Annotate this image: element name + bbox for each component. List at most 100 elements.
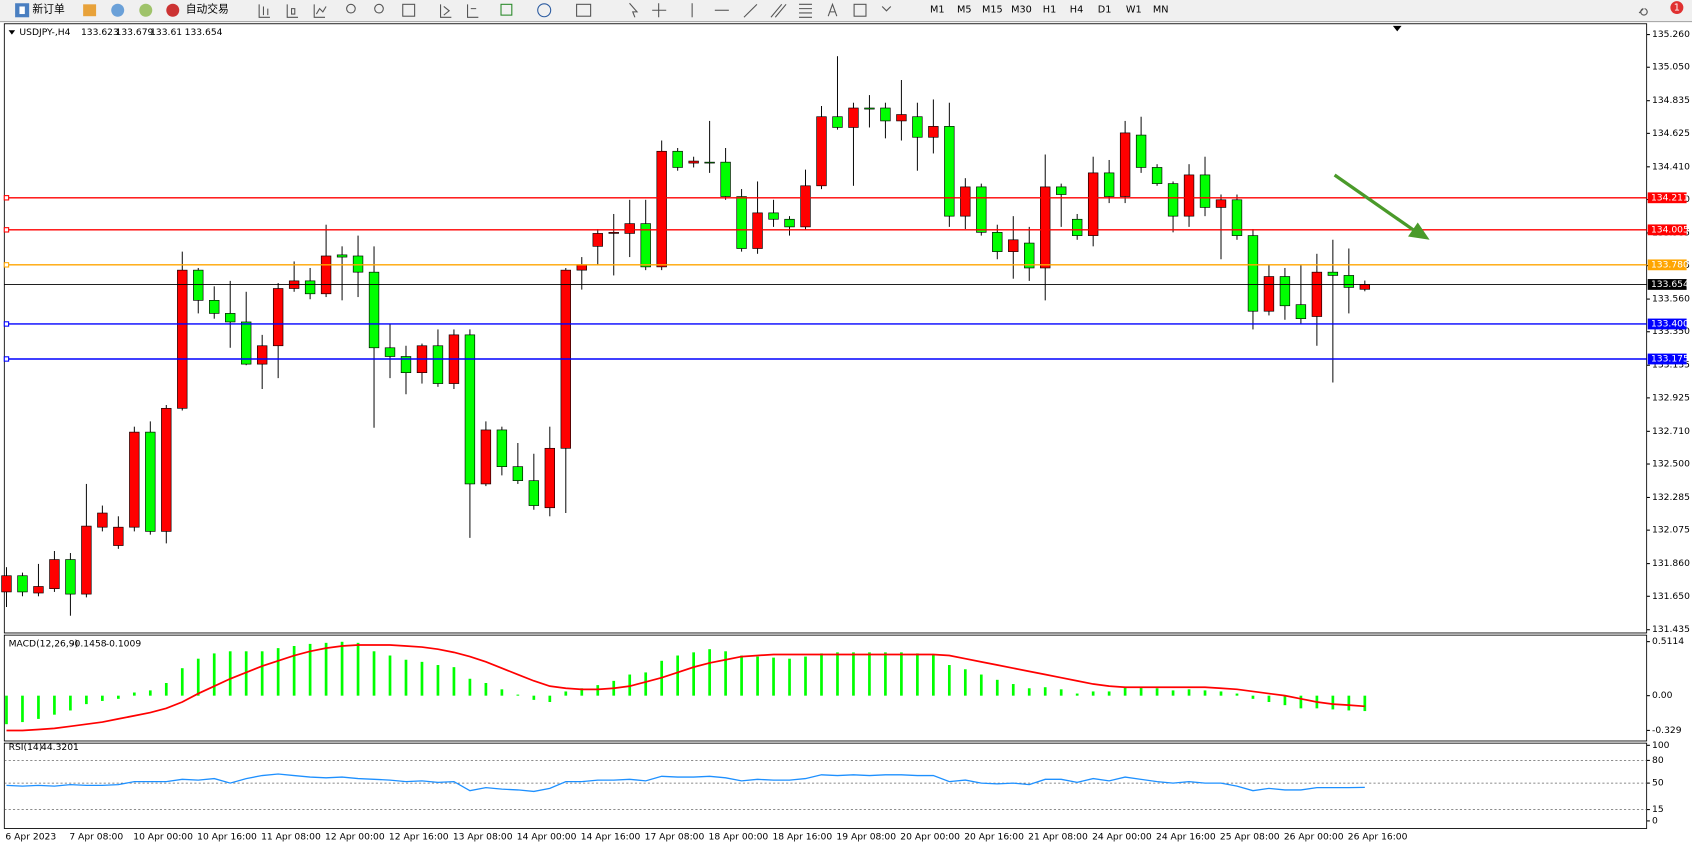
candle-body	[145, 431, 156, 532]
candle-body	[1151, 167, 1163, 184]
price-label: 133.175	[1651, 353, 1689, 364]
search-icon[interactable]	[1638, 8, 1648, 16]
candle-body	[161, 407, 172, 532]
y-tick-label: 132.285	[1652, 492, 1690, 503]
timeframe-button[interactable]: M5	[957, 5, 972, 16]
signals-icon[interactable]	[139, 3, 153, 17]
chart-layer: M1 M5 M15 M30 H1 H4 D1 W1 MN 135.260 135.050 134.83…	[1, 5, 1690, 843]
timeframe-button[interactable]: H1	[1043, 5, 1056, 16]
indicators-icon[interactable]	[500, 3, 513, 16]
rsi-pane	[3, 742, 1648, 829]
timeframe-button[interactable]: M1	[930, 5, 945, 16]
arrow-head	[1408, 222, 1430, 240]
price-label-bg	[1647, 353, 1687, 365]
channel-icon[interactable]	[770, 3, 787, 18]
x-tick-label: 18 Apr 16:00	[772, 832, 832, 843]
line-anchor	[3, 227, 10, 233]
signal-line	[6, 644, 1365, 732]
line-anchor	[3, 195, 10, 201]
zoom-in-icon[interactable]	[346, 3, 356, 14]
candle-body	[49, 559, 60, 589]
x-tick-label: 25 Apr 08:00	[1220, 832, 1280, 843]
shift-icon[interactable]	[467, 4, 479, 18]
candle-body	[1199, 174, 1211, 208]
trendline-icon[interactable]	[743, 3, 758, 18]
candle-body	[129, 431, 140, 528]
timeframe-button[interactable]: M15	[982, 5, 1003, 16]
y-tick-label: 135.050	[1652, 62, 1690, 73]
candle-chart-icon[interactable]	[286, 4, 299, 18]
fibo-icon[interactable]	[799, 3, 812, 18]
candle-body	[480, 429, 492, 485]
notification-count[interactable]: 1	[1674, 3, 1680, 14]
y-tick-label: 50	[1652, 778, 1664, 789]
indicator-title: RSI(14)	[9, 742, 43, 753]
x-tick-label: 12 Apr 16:00	[389, 832, 449, 843]
label-icon[interactable]	[853, 3, 867, 17]
x-tick-label: 20 Apr 00:00	[900, 832, 960, 843]
cursor-icon[interactable]	[629, 2, 639, 18]
timeframe-button[interactable]: H4	[1070, 5, 1083, 16]
candle-body	[1263, 276, 1275, 312]
rsi-value: 44.3201	[41, 742, 79, 753]
market-icon[interactable]	[111, 3, 125, 17]
candle-body	[113, 526, 124, 546]
new-order-label[interactable]: 新订单	[32, 3, 65, 16]
timeframe-button[interactable]: M30	[1011, 5, 1032, 16]
candle-body	[752, 212, 763, 249]
timeframe-button[interactable]: MN	[1153, 5, 1169, 16]
candle-body	[241, 321, 252, 365]
autoscroll-icon[interactable]	[440, 4, 452, 18]
candle-body	[400, 356, 412, 374]
candle-body	[304, 280, 316, 295]
candle-body	[672, 150, 683, 168]
candle-body	[352, 255, 364, 273]
history-icon[interactable]	[83, 4, 97, 17]
y-tick-label: 131.435	[1652, 624, 1690, 635]
line-chart-icon[interactable]	[313, 4, 327, 18]
symbol-menu-icon[interactable]	[8, 30, 16, 35]
candle-body	[944, 126, 955, 217]
price-label: 133.400	[1651, 318, 1689, 329]
candle-body	[640, 223, 651, 268]
templates-icon[interactable]	[576, 3, 592, 17]
candle-body	[256, 345, 268, 365]
auto-trading-label[interactable]: 自动交易	[186, 3, 229, 16]
x-tick-label: 7 Apr 08:00	[69, 832, 123, 843]
new-order-button[interactable]: 新订单	[15, 3, 65, 18]
zoom-out-icon[interactable]	[374, 3, 384, 14]
crosshair-icon[interactable]	[652, 3, 667, 18]
candle-body	[1343, 275, 1355, 288]
text-icon[interactable]	[827, 2, 838, 17]
y-tick-label: 132.075	[1652, 525, 1690, 536]
x-tick-label: 10 Apr 16:00	[197, 832, 257, 843]
y-tick-label: 132.710	[1652, 426, 1690, 437]
x-tick-label: 13 Apr 08:00	[453, 832, 513, 843]
x-tick-label: 19 Apr 08:00	[836, 832, 896, 843]
notification-badge[interactable]	[1670, 1, 1684, 15]
price-label-bg	[1647, 224, 1687, 236]
y-tick-label: 80	[1652, 755, 1664, 766]
periods-icon[interactable]	[537, 3, 552, 18]
price-label: 133.780	[1651, 259, 1689, 270]
timeframe-button[interactable]: D1	[1098, 5, 1112, 16]
bar-chart-icon[interactable]	[258, 4, 270, 18]
x-tick-label: 17 Apr 08:00	[645, 832, 705, 843]
arrows-icon[interactable]	[881, 6, 892, 12]
candle-body	[832, 116, 843, 128]
tile-icon[interactable]	[402, 3, 416, 17]
y-tick-label: 134.625	[1652, 128, 1690, 139]
y-tick-label: 100	[1652, 740, 1670, 751]
x-tick-label: 10 Apr 00:00	[133, 832, 193, 843]
candle-body	[720, 161, 731, 197]
candle-body	[177, 269, 188, 409]
auto-trading-button[interactable]: 自动交易	[166, 3, 229, 17]
timeframe-button[interactable]: W1	[1126, 5, 1142, 16]
candle-body	[1295, 304, 1307, 320]
x-tick-label: 24 Apr 16:00	[1156, 832, 1216, 843]
candle-body	[912, 116, 923, 138]
candle-body	[928, 126, 939, 138]
candle-body	[1183, 174, 1195, 217]
candle-body	[656, 150, 667, 268]
candle-body	[209, 300, 220, 314]
